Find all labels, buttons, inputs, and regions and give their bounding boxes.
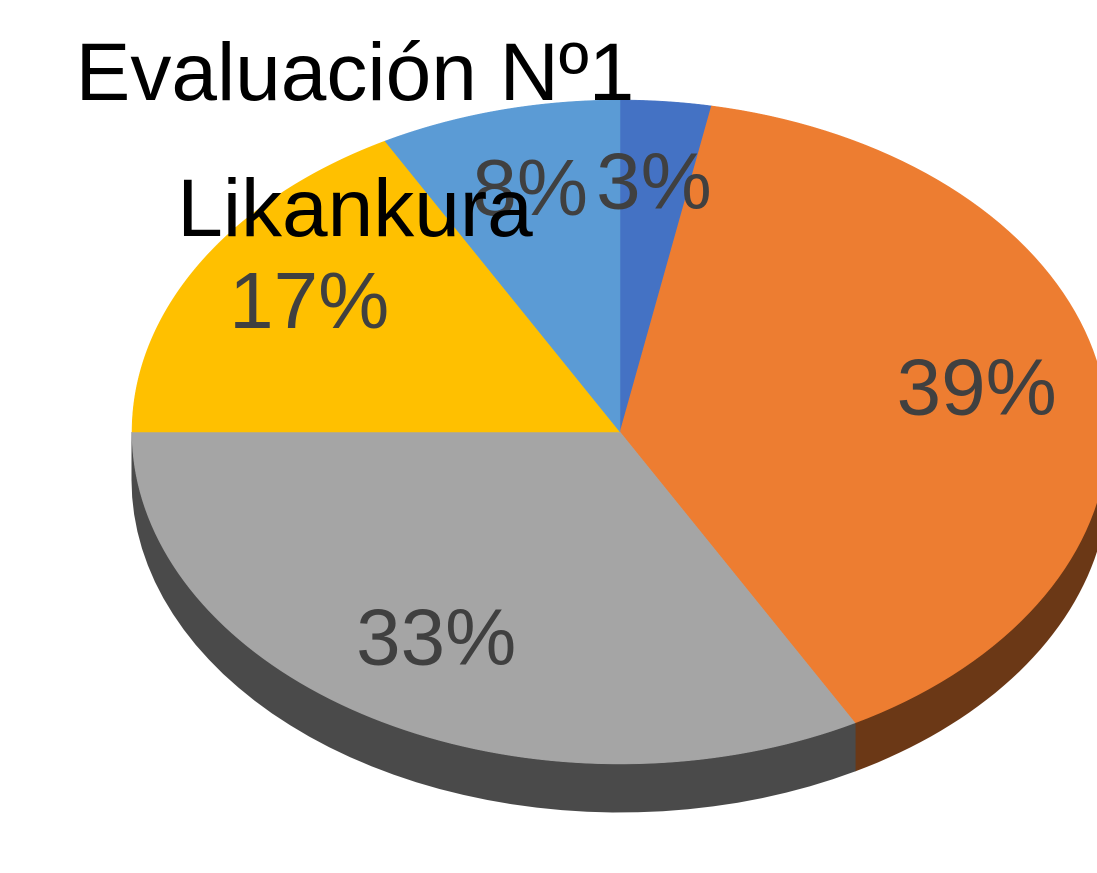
pie-slice (131, 140, 621, 433)
data-label: 33% (356, 593, 516, 682)
chart-title: Evaluación Nº1 Likankura (75, 27, 635, 254)
data-label: 3% (596, 137, 712, 226)
pie-slice (619, 105, 1097, 724)
data-label: 17% (229, 256, 389, 345)
data-label: 39% (897, 343, 1057, 432)
data-label: 8% (472, 143, 588, 232)
pie-slice (619, 99, 712, 433)
pie-slice (131, 431, 856, 765)
pie-slice (384, 99, 621, 433)
